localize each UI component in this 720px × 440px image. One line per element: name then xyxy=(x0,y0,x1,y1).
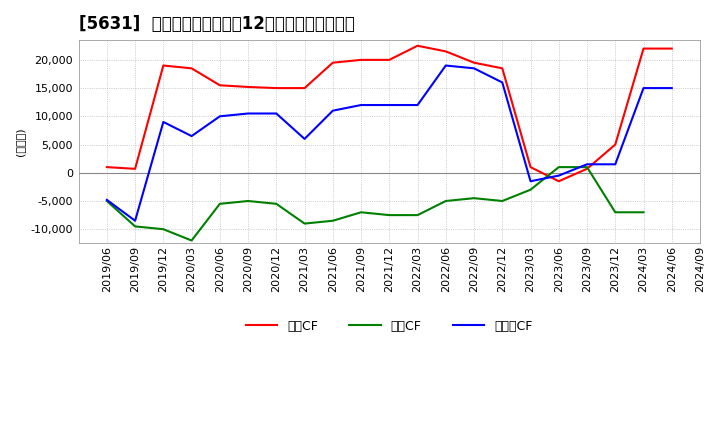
フリーCF xyxy=(385,103,394,108)
フリーCF xyxy=(639,85,648,91)
フリーCF xyxy=(498,80,507,85)
フリーCF xyxy=(102,197,111,202)
営業CF xyxy=(469,60,478,65)
フリーCF xyxy=(526,179,535,184)
フリーCF xyxy=(244,111,253,116)
営業CF xyxy=(272,85,281,91)
投資CF xyxy=(554,165,563,170)
投資CF xyxy=(413,213,422,218)
営業CF xyxy=(328,60,337,65)
営業CF xyxy=(131,166,140,172)
Line: 投資CF: 投資CF xyxy=(107,167,644,241)
フリーCF xyxy=(131,218,140,224)
投資CF xyxy=(215,201,224,206)
Y-axis label: (百万円): (百万円) xyxy=(15,128,25,156)
営業CF xyxy=(498,66,507,71)
営業CF xyxy=(526,165,535,170)
フリーCF xyxy=(611,161,620,167)
フリーCF xyxy=(582,161,591,167)
投資CF xyxy=(102,198,111,204)
フリーCF xyxy=(187,133,196,139)
投資CF xyxy=(356,209,365,215)
Line: フリーCF: フリーCF xyxy=(107,66,672,221)
Text: [5631]  キャッシュフローの12か月移動合計の推移: [5631] キャッシュフローの12か月移動合計の推移 xyxy=(78,15,354,33)
Line: 営業CF: 営業CF xyxy=(107,46,672,181)
営業CF xyxy=(385,57,394,62)
営業CF xyxy=(413,43,422,48)
フリーCF xyxy=(469,66,478,71)
投資CF xyxy=(159,227,168,232)
営業CF xyxy=(356,57,365,62)
投資CF xyxy=(582,165,591,170)
フリーCF xyxy=(272,111,281,116)
営業CF xyxy=(554,179,563,184)
投資CF xyxy=(244,198,253,204)
フリーCF xyxy=(667,85,676,91)
営業CF xyxy=(300,85,309,91)
フリーCF xyxy=(413,103,422,108)
営業CF xyxy=(639,46,648,51)
営業CF xyxy=(215,83,224,88)
フリーCF xyxy=(159,119,168,125)
フリーCF xyxy=(300,136,309,142)
投資CF xyxy=(639,209,648,215)
投資CF xyxy=(385,213,394,218)
投資CF xyxy=(469,195,478,201)
投資CF xyxy=(328,218,337,224)
営業CF xyxy=(667,46,676,51)
投資CF xyxy=(187,238,196,243)
投資CF xyxy=(441,198,450,204)
フリーCF xyxy=(441,63,450,68)
投資CF xyxy=(611,209,620,215)
営業CF xyxy=(582,166,591,172)
営業CF xyxy=(441,49,450,54)
投資CF xyxy=(272,201,281,206)
営業CF xyxy=(244,84,253,90)
フリーCF xyxy=(554,173,563,178)
投資CF xyxy=(498,198,507,204)
営業CF xyxy=(187,66,196,71)
営業CF xyxy=(159,63,168,68)
投資CF xyxy=(300,221,309,226)
フリーCF xyxy=(356,103,365,108)
営業CF xyxy=(611,142,620,147)
投資CF xyxy=(131,224,140,229)
営業CF xyxy=(102,165,111,170)
フリーCF xyxy=(215,114,224,119)
投資CF xyxy=(526,187,535,192)
フリーCF xyxy=(328,108,337,114)
Legend: 営業CF, 投資CF, フリーCF: 営業CF, 投資CF, フリーCF xyxy=(241,315,538,337)
